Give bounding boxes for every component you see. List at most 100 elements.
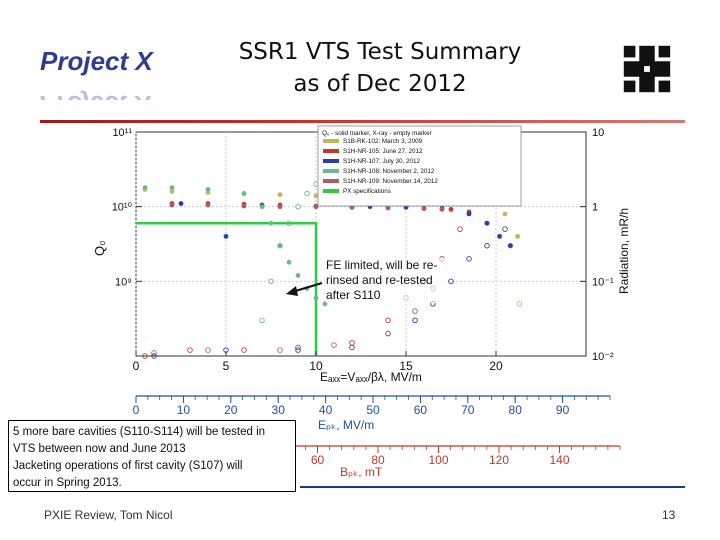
axis-tick-label: 80 bbox=[509, 403, 523, 417]
xray-point bbox=[385, 317, 391, 324]
q0-point bbox=[259, 204, 265, 210]
q0-point bbox=[497, 233, 502, 239]
y-axis-ticks: 10¹¹ 10¹⁰ 10⁹ bbox=[112, 127, 142, 288]
xray-point bbox=[295, 344, 301, 351]
axis-tick-label: 70 bbox=[461, 403, 475, 417]
q0-point bbox=[142, 185, 148, 191]
axis-tick-label: 120 bbox=[489, 453, 509, 467]
q0-point bbox=[515, 233, 520, 239]
x-tick-label: 5 bbox=[223, 359, 230, 373]
schedule-note-line: Jacketing operations of first cavity (S1… bbox=[13, 460, 243, 472]
legend-label: S1H-NR-109: November 14, 2012 bbox=[343, 178, 438, 185]
q0-point bbox=[241, 203, 247, 209]
q0-point bbox=[448, 206, 454, 212]
axis-tick-label: 140 bbox=[549, 453, 569, 467]
fe-limited-annotation: FE limited, will be re-rinsed and re-tes… bbox=[326, 258, 446, 303]
xray-point bbox=[187, 347, 193, 353]
xray-point bbox=[286, 220, 292, 226]
schedule-note-line: 5 more bare cavities (S110-S114) will be… bbox=[13, 426, 266, 438]
xray-point bbox=[457, 226, 463, 232]
y-tick-label: 10¹¹ bbox=[112, 127, 132, 139]
y-right-tick-label: 10⁻² bbox=[592, 351, 614, 363]
xray-point bbox=[268, 278, 274, 285]
title-divider bbox=[40, 120, 685, 123]
xray-point bbox=[304, 190, 310, 197]
q0-point bbox=[313, 295, 319, 301]
y-tick-label: 10⁹ bbox=[115, 276, 132, 288]
axis-tick-label: 50 bbox=[366, 403, 380, 417]
xray-point bbox=[295, 203, 301, 210]
q0-point bbox=[502, 211, 508, 217]
y-axis-label: Q₀ bbox=[92, 240, 107, 256]
q0-point bbox=[277, 243, 283, 249]
x-tick-label: 15 bbox=[399, 359, 413, 373]
slide-title-line2: as of Dec 2012 bbox=[293, 71, 467, 97]
q0-point bbox=[205, 202, 211, 208]
q0-point bbox=[241, 191, 247, 196]
axis-tick-label: 80 bbox=[371, 453, 385, 467]
q0-point bbox=[439, 206, 445, 212]
q0-point bbox=[295, 273, 301, 278]
project-x-logo-reflection: Project X bbox=[40, 90, 154, 100]
axis-tick-label: 60 bbox=[311, 453, 325, 467]
xray-point bbox=[142, 353, 148, 359]
spec-polyline bbox=[136, 221, 318, 356]
q0-point bbox=[178, 201, 184, 206]
project-x-logo: Project X Project X bbox=[40, 46, 154, 100]
schedule-note-line: occur in Spring 2013. bbox=[13, 477, 122, 489]
xray-point bbox=[205, 347, 211, 353]
bpk-axis-label: Bₚₖ, mT bbox=[340, 465, 383, 479]
y-tick-label: 10¹⁰ bbox=[112, 202, 133, 214]
legend-label: S1B-RK-102: March 3, 2009 bbox=[343, 138, 423, 145]
axis-tick-label: 30 bbox=[272, 403, 286, 417]
q0-point bbox=[268, 220, 274, 226]
legend-swatch bbox=[323, 139, 339, 143]
spec-line bbox=[136, 221, 318, 356]
xray-point bbox=[412, 308, 418, 314]
xray-point bbox=[349, 344, 355, 351]
project-x-logo-text: Project X bbox=[40, 46, 154, 76]
legend-swatch bbox=[323, 189, 339, 193]
q0-point bbox=[313, 193, 319, 199]
q0-point bbox=[466, 211, 472, 217]
legend-swatch bbox=[323, 159, 339, 163]
legend-swatch bbox=[323, 149, 339, 153]
y-right-tick-label: 1 bbox=[592, 202, 598, 214]
q0-point bbox=[277, 204, 283, 210]
q0-point bbox=[508, 243, 513, 249]
schedule-note: 5 more bare cavities (S110-S114) will be… bbox=[8, 420, 296, 492]
legend-swatch bbox=[323, 169, 339, 173]
q0-point bbox=[484, 220, 490, 226]
x-tick-label: 10 bbox=[309, 359, 323, 373]
footer-divider bbox=[300, 486, 685, 488]
x-axis-ticks: 0 5 10 15 20 bbox=[133, 351, 503, 373]
q0-point bbox=[421, 206, 427, 212]
schedule-note-line: VTS between now and June 2013 bbox=[13, 443, 186, 455]
legend-swatch bbox=[323, 179, 339, 183]
epk-axis-label: Eₚₖ, MV/m bbox=[318, 418, 374, 432]
axis-tick-label: 0 bbox=[133, 403, 140, 417]
xray-point bbox=[412, 317, 418, 324]
xray-point bbox=[502, 226, 508, 232]
xray-point bbox=[484, 242, 490, 249]
axis-tick-label: 100 bbox=[428, 453, 448, 467]
x-axis-label: Eₐₓₓ=Vₐₓₓ/βλ, MV/m bbox=[320, 370, 422, 384]
legend-box: Q₀ - solid marker, X-ray - empty marker … bbox=[317, 125, 522, 207]
y-right-tick-label: 10⁻¹ bbox=[592, 276, 614, 288]
axis-tick-label: 90 bbox=[556, 403, 570, 417]
axis-tick-label: 40 bbox=[319, 403, 333, 417]
xray-point bbox=[331, 342, 337, 348]
xray-point bbox=[151, 353, 157, 359]
legend-label: S1H-NR-108: November 2, 2012 bbox=[343, 168, 435, 175]
legend-label: S1H-NR-105: June 27, 2012 bbox=[343, 148, 423, 155]
x-tick-label: 20 bbox=[489, 359, 503, 373]
legend-label: S1H-NR-107: July 30, 2012 bbox=[343, 158, 420, 165]
q0-point bbox=[169, 185, 175, 191]
axis-tick-label: 10 bbox=[177, 403, 191, 417]
q0-point bbox=[286, 259, 292, 265]
q0-point bbox=[223, 233, 229, 239]
xray-point bbox=[466, 256, 472, 262]
epk-axis: 0 10 20 30 40 50 60 70 80 90 bbox=[133, 395, 611, 417]
